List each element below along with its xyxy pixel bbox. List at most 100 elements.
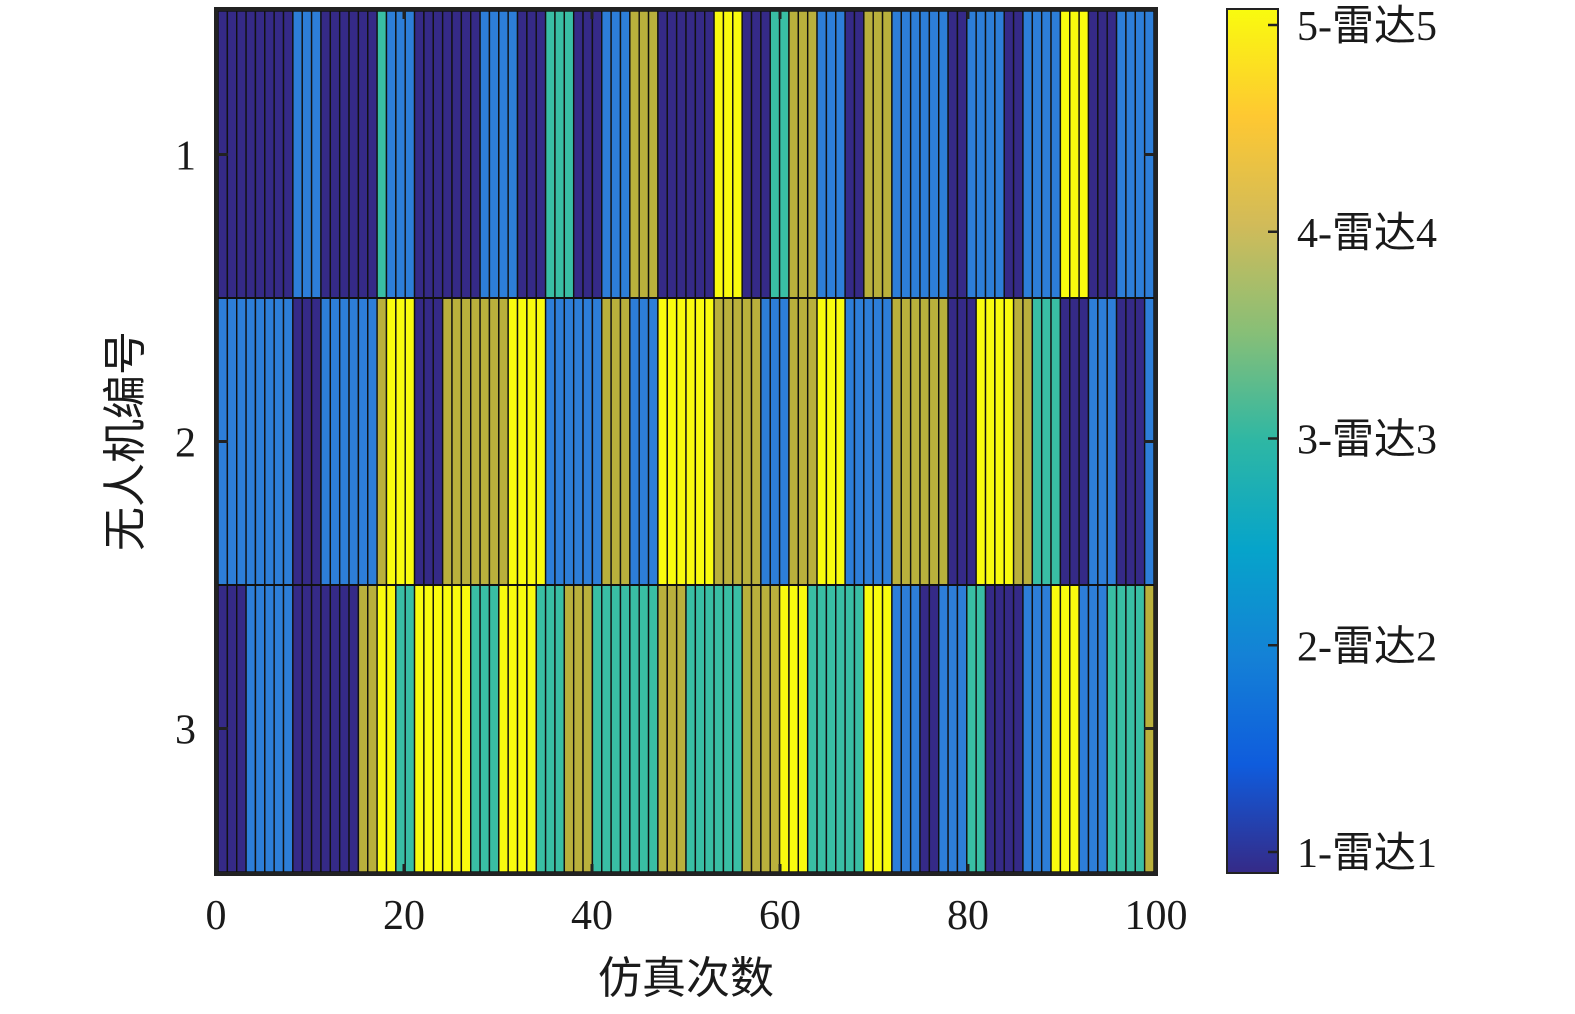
heatmap-cell <box>994 10 1005 299</box>
heatmap-cell <box>245 297 257 586</box>
heatmap-cell <box>984 10 996 299</box>
heatmap-cell <box>938 10 949 299</box>
heatmap-cell <box>694 297 706 586</box>
heatmap-cell <box>1022 10 1034 299</box>
heatmap-cell <box>975 297 987 586</box>
heatmap-cell <box>488 584 500 873</box>
heatmap-cell <box>292 297 303 586</box>
heatmap-cell <box>825 584 837 873</box>
heatmap-cell <box>1031 297 1043 586</box>
heatmap-cell <box>778 297 790 586</box>
heatmap-cell <box>704 297 715 586</box>
x-tick-label: 60 <box>759 893 801 939</box>
heatmap-cell <box>329 297 341 586</box>
heatmap-cell <box>582 297 594 586</box>
heatmap-cell <box>441 297 453 586</box>
colorbar-tick-label: 4-雷达4 <box>1297 211 1437 257</box>
heatmap-cell <box>338 297 350 586</box>
heatmap-cell <box>938 584 949 873</box>
heatmap-cell <box>881 10 893 299</box>
heatmap-cell <box>638 584 650 873</box>
heatmap-cell <box>685 584 697 873</box>
heatmap-cell <box>610 10 622 299</box>
heatmap-cell <box>591 297 603 586</box>
heatmap-cell <box>1003 10 1015 299</box>
heatmap-cell <box>413 297 425 586</box>
heatmap-cell <box>1040 10 1052 299</box>
heatmap-cell <box>891 10 902 299</box>
heatmap-cell <box>1106 584 1118 873</box>
heatmap-cell <box>750 584 762 873</box>
heatmap-cell <box>1050 584 1062 873</box>
heatmap-cell <box>591 584 603 873</box>
heatmap-cell <box>900 584 912 873</box>
heatmap-cell <box>1012 10 1024 299</box>
heatmap-cell <box>282 584 294 873</box>
heatmap-cell <box>835 584 846 873</box>
heatmap-cell <box>1125 297 1136 586</box>
heatmap-cell <box>292 584 303 873</box>
heatmap-cell <box>788 297 800 586</box>
heatmap-cell <box>236 10 247 299</box>
heatmap-cell <box>273 10 285 299</box>
heatmap-cell <box>245 10 257 299</box>
heatmap-cell <box>357 10 369 299</box>
heatmap-cell <box>769 584 781 873</box>
heatmap-cell <box>367 10 378 299</box>
heatmap-cell <box>891 297 902 586</box>
heatmap-cell <box>498 297 509 586</box>
heatmap-cell <box>713 10 725 299</box>
heatmap-cell <box>788 10 800 299</box>
heatmap-cell <box>320 584 332 873</box>
heatmap-cell <box>994 297 1005 586</box>
heatmap-cell <box>984 584 996 873</box>
heatmap-cell <box>647 10 659 299</box>
heatmap-cell <box>685 10 697 299</box>
heatmap-cell <box>919 297 931 586</box>
heatmap-cell <box>320 10 332 299</box>
heatmap-cell <box>348 297 360 586</box>
heatmap-cell <box>1106 297 1118 586</box>
heatmap-cell <box>245 584 257 873</box>
heatmap-cell <box>226 10 238 299</box>
heatmap-cell <box>376 584 388 873</box>
heatmap-cell <box>423 297 434 586</box>
heatmap-cell <box>1097 297 1108 586</box>
heatmap-cell <box>741 297 753 586</box>
heatmap-cell <box>1115 584 1127 873</box>
heatmap-cell <box>1115 297 1127 586</box>
y-axis-label: 无人机编号 <box>100 331 151 551</box>
heatmap-cell <box>975 10 987 299</box>
heatmap-cell <box>806 10 818 299</box>
heatmap-cell <box>835 297 846 586</box>
heatmap-cell <box>1097 584 1108 873</box>
heatmap-cell <box>704 584 715 873</box>
heatmap-cell <box>1040 584 1052 873</box>
heatmap-cell <box>441 10 453 299</box>
heatmap-cell <box>254 584 266 873</box>
heatmap-cell <box>657 10 668 299</box>
heatmap-cell <box>1087 297 1099 586</box>
colorbar-ticks: 1-雷达1 2-雷达2 3-雷达3 4-雷达4 5-雷达5 <box>1268 4 1437 877</box>
heatmap-cell <box>750 10 762 299</box>
heatmap-cell <box>741 584 753 873</box>
heatmap-cell <box>329 584 341 873</box>
heatmap-cell <box>1115 10 1127 299</box>
heatmap-cell <box>460 584 472 873</box>
heatmap-cell <box>348 10 360 299</box>
heatmap-cell <box>507 10 519 299</box>
heatmap-cell <box>853 297 865 586</box>
heatmap-cell <box>544 297 556 586</box>
heatmap-cell <box>816 584 828 873</box>
heatmap-cell <box>423 584 434 873</box>
heatmap-cell <box>816 10 828 299</box>
heatmap-cell <box>891 584 902 873</box>
row-separators <box>218 297 1154 586</box>
x-tick-label: 80 <box>947 893 989 939</box>
heatmap-cell <box>1125 10 1136 299</box>
heatmap-cell <box>1012 297 1024 586</box>
heatmap-cell <box>572 10 584 299</box>
heatmap-cell <box>404 297 416 586</box>
heatmap-cell <box>610 584 622 873</box>
